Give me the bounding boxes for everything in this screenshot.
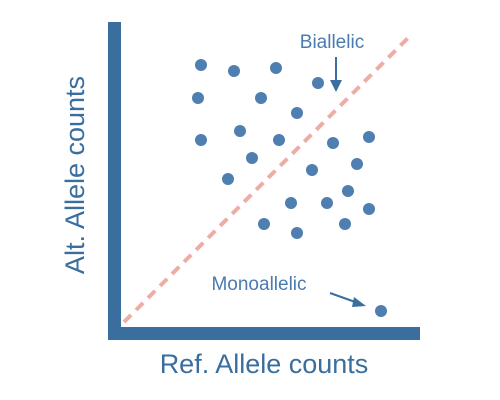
data-point bbox=[234, 125, 246, 137]
data-point bbox=[306, 164, 318, 176]
points-layer bbox=[192, 59, 387, 317]
annotation-biallelic: Biallelic bbox=[300, 32, 364, 53]
y-axis-label: Alt. Allele counts bbox=[60, 76, 90, 274]
data-point bbox=[246, 152, 258, 164]
data-point bbox=[255, 92, 267, 104]
data-point bbox=[312, 77, 324, 89]
annotations-layer: Biallelic Monoallelic bbox=[211, 32, 366, 307]
data-point bbox=[375, 305, 387, 317]
data-point bbox=[291, 227, 303, 239]
x-axis bbox=[108, 327, 420, 340]
data-point bbox=[291, 107, 303, 119]
data-point bbox=[351, 158, 363, 170]
annotation-monoallelic-arrowhead bbox=[352, 297, 366, 307]
annotation-monoallelic: Monoallelic bbox=[211, 274, 306, 295]
data-point bbox=[363, 131, 375, 143]
data-point bbox=[327, 137, 339, 149]
data-point bbox=[363, 203, 375, 215]
data-point bbox=[321, 197, 333, 209]
data-point bbox=[228, 65, 240, 77]
data-point bbox=[192, 92, 204, 104]
annotation-biallelic-arrowhead bbox=[330, 80, 342, 92]
data-point bbox=[342, 185, 354, 197]
data-point bbox=[339, 218, 351, 230]
data-point bbox=[195, 134, 207, 146]
y-axis bbox=[108, 22, 121, 340]
data-point bbox=[195, 59, 207, 71]
data-point bbox=[285, 197, 297, 209]
x-axis-label: Ref. Allele counts bbox=[160, 349, 369, 379]
data-point bbox=[222, 173, 234, 185]
data-point bbox=[270, 62, 282, 74]
data-point bbox=[258, 218, 270, 230]
data-point bbox=[273, 134, 285, 146]
